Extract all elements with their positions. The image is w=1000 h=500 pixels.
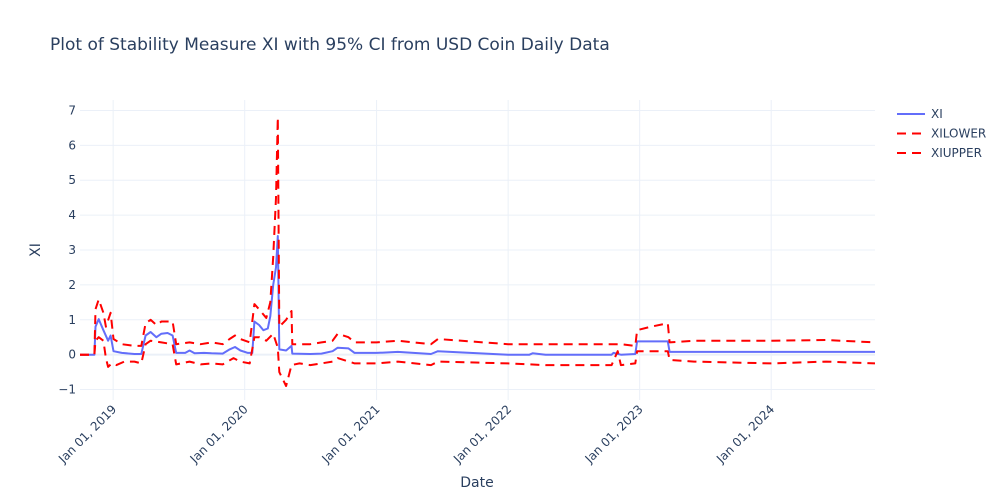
legend: XI XILOWER XIUPPER	[897, 107, 986, 160]
grid	[80, 100, 875, 400]
series-line-xiupper	[80, 116, 875, 356]
y-tick-label: 6	[68, 138, 76, 152]
x-tick-label: Jan 01, 2023	[582, 402, 646, 466]
y-tick-label: 7	[68, 103, 76, 117]
x-tick-label: Jan 01, 2022	[450, 402, 514, 466]
y-tick-label: 0	[68, 348, 76, 362]
legend-item-xiupper[interactable]: XIUPPER	[897, 146, 982, 160]
legend-item-xilower[interactable]: XILOWER	[897, 127, 986, 141]
x-axis-title: Date	[460, 475, 493, 491]
x-tick-label: Jan 01, 2019	[55, 402, 119, 466]
y-tick-label: 2	[68, 278, 76, 292]
series-line-xilower	[80, 332, 875, 387]
x-tick-label: Jan 01, 2020	[187, 402, 251, 466]
y-tick-label: −1	[58, 383, 76, 397]
legend-label: XILOWER	[931, 127, 986, 141]
y-tick-label: 1	[68, 313, 76, 327]
y-tick-label: 3	[68, 243, 76, 257]
x-tick-label: Jan 01, 2024	[713, 402, 777, 466]
y-tick-label: 4	[68, 208, 76, 222]
legend-label: XIUPPER	[931, 146, 982, 160]
legend-item-xi[interactable]: XI	[897, 107, 943, 121]
x-axis-ticks: Jan 01, 2019 Jan 01, 2020 Jan 01, 2021 Jan …	[55, 402, 777, 466]
series-line-xi	[80, 235, 875, 356]
y-tick-label: 5	[68, 173, 76, 187]
x-tick-label: Jan 01, 2021	[319, 402, 383, 466]
series-layer	[80, 116, 875, 387]
legend-label: XI	[931, 107, 943, 121]
chart-title: Plot of Stability Measure XI with 95% CI…	[50, 35, 610, 55]
y-axis-ticks: −1 0 1 2 3 4 5 6 7	[58, 103, 76, 396]
y-axis-title: XI	[28, 243, 44, 257]
